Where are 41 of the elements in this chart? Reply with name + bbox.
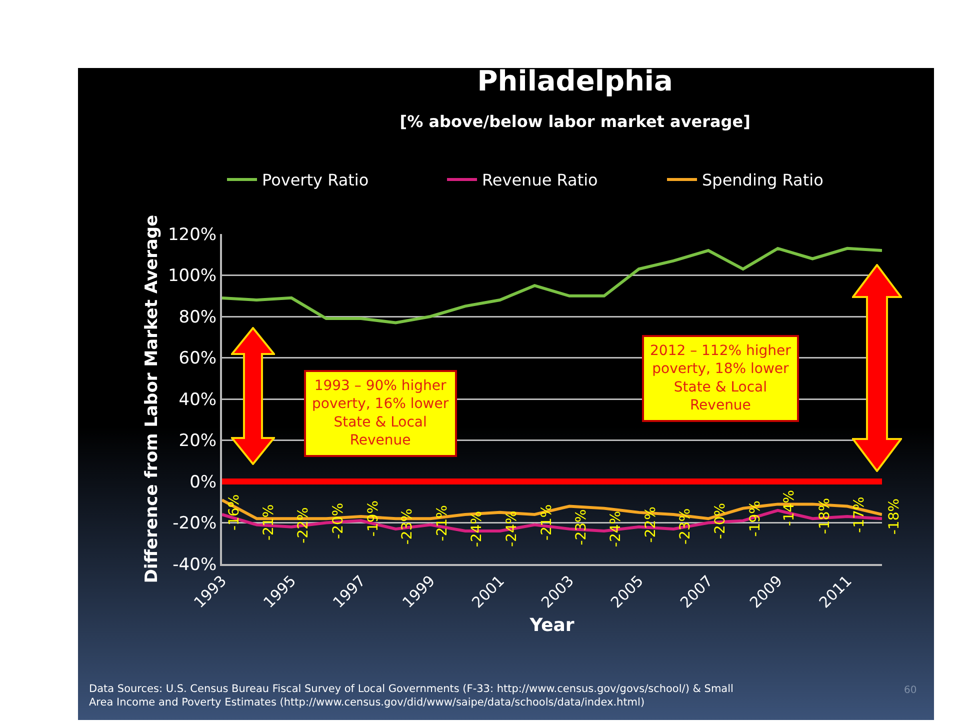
data-label: -23% <box>678 508 694 545</box>
y-tick-label: 60% <box>178 348 217 369</box>
data-label: -20% <box>330 502 346 539</box>
data-label: -19% <box>747 500 764 537</box>
data-label: -21% <box>538 504 555 540</box>
text: 60 <box>904 685 917 696</box>
data-label: -16% <box>226 494 242 530</box>
data-label: -23% <box>400 508 416 545</box>
y-tick-label: 80% <box>178 307 217 328</box>
data-label: -21% <box>434 505 451 542</box>
data-label: -22% <box>296 507 312 544</box>
data-label: -14% <box>781 490 798 526</box>
data-label: -24% <box>608 510 624 548</box>
legend-label: Revenue Ratio <box>482 170 598 190</box>
legend-label: Spending Ratio <box>702 170 824 190</box>
annotation: 1993 – 90% higher poverty, 16% lower State & Local Revenue <box>312 378 449 449</box>
data-label: -22% <box>642 506 659 543</box>
data-label: -23% <box>573 509 590 546</box>
line-series <box>222 246 882 324</box>
legend-label: Poverty Ratio <box>262 170 369 190</box>
y-tick-label: 120% <box>168 224 217 245</box>
annotation: 2012 – 112% higher poverty, 18% lower State & Local Revenue <box>650 343 792 414</box>
y-tick-label: 20% <box>178 431 217 452</box>
y-tick-label: 0% <box>190 472 217 492</box>
data-label: -24% <box>504 510 520 547</box>
chart-subtitle: [% above/below labor market average] <box>400 112 750 131</box>
y-tick-label: 100% <box>168 266 217 286</box>
data-label: -18% <box>886 498 902 535</box>
chart-title: Philadelphia <box>477 64 673 98</box>
y-axis-title: Difference from Labor Market Average <box>142 214 162 584</box>
text: Data Sources: U.S. Census Bureau Fiscal Survey of Local Governments (F-33: http://www.census.gov/govs/school/) & Small Area Income and Poverty Estimates (http://www.census.gov/did/www/saipe/data/schools/data/index.html) <box>89 683 734 709</box>
data-label: -18% <box>816 498 833 534</box>
data-label: -21% <box>260 504 277 541</box>
data-label: -24% <box>469 510 486 548</box>
y-tick-label: -20% <box>172 514 217 534</box>
y-tick-label: -40% <box>172 554 217 575</box>
x-axis-title: Year <box>528 615 574 636</box>
data-label: -19% <box>365 500 382 537</box>
data-label: -17% <box>852 496 868 533</box>
y-tick-label: 40% <box>178 390 217 410</box>
data-label: -20% <box>712 502 729 540</box>
